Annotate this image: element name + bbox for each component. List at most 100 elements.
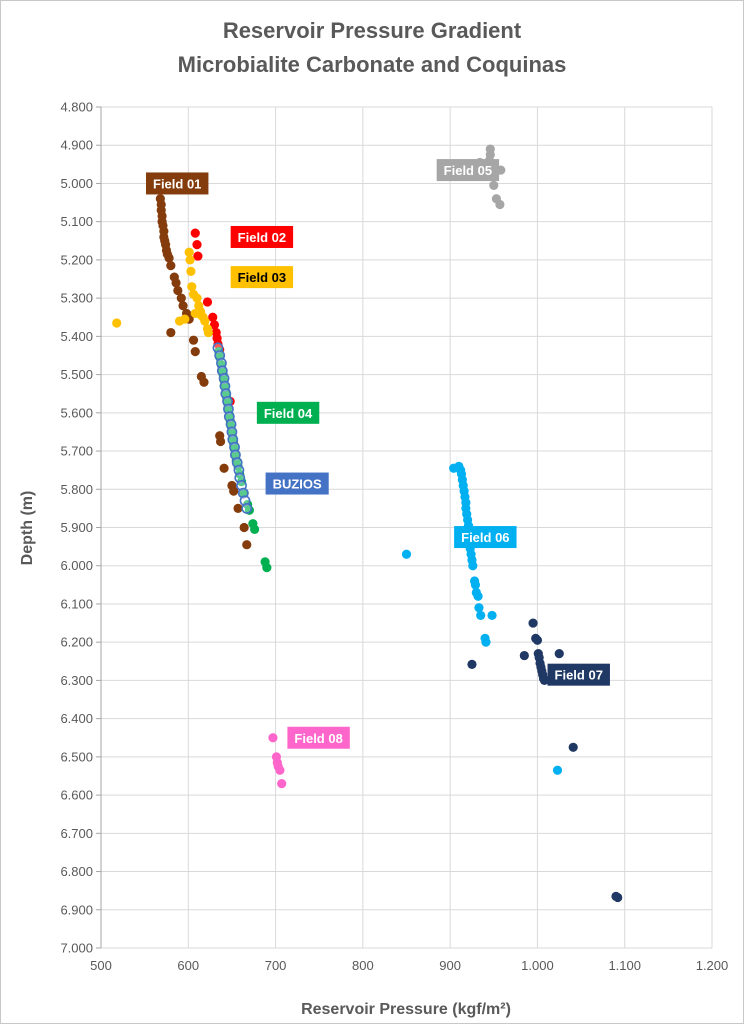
data-point (476, 610, 486, 621)
y-tick-label: 5.500 (60, 367, 93, 382)
x-tick-label: 1.100 (608, 958, 641, 973)
y-tick-label: 6.000 (60, 558, 93, 573)
data-point (568, 742, 578, 752)
y-tick-label: 6.700 (60, 826, 93, 841)
data-point (519, 650, 529, 661)
series-label: Field 07 (547, 663, 610, 686)
y-tick-label: 7.000 (60, 941, 93, 956)
y-tick-label: 5.300 (60, 291, 93, 306)
data-point (188, 335, 199, 345)
data-point (190, 228, 200, 238)
series-label-box (265, 472, 329, 495)
data-point (250, 524, 260, 535)
data-point (229, 486, 239, 496)
data-point (184, 247, 194, 257)
series-label-box (454, 526, 517, 549)
series-label-box (287, 726, 350, 749)
y-tick-label: 6.800 (60, 864, 93, 879)
data-point (193, 251, 203, 261)
y-tick-label: 5.100 (60, 214, 93, 229)
y-tick-label: 6.600 (60, 788, 93, 803)
series-label-box (230, 266, 294, 289)
data-point (277, 779, 287, 789)
series-label: Field 08 (287, 726, 350, 749)
y-tick-label: 5.200 (60, 252, 93, 267)
data-point (203, 327, 213, 338)
data-point (215, 436, 226, 447)
series-label-box (256, 401, 320, 424)
data-point (209, 320, 220, 330)
series-label-text: Field 03 (238, 270, 286, 285)
series-label: Field 01 (146, 172, 209, 195)
data-point (216, 357, 227, 369)
chart-subtitle: Microbialite Carbonate and Coquinas (177, 52, 567, 77)
y-tick-label: 6.200 (60, 635, 93, 650)
data-point (613, 892, 623, 903)
x-axis-title: Reservoir Pressure (kgf/m²) (301, 1001, 511, 1018)
data-point (481, 637, 491, 647)
data-point (192, 240, 202, 250)
y-tick-label: 5.600 (60, 405, 93, 420)
y-tick-label: 5.900 (60, 520, 93, 535)
series-label-box (230, 225, 294, 248)
series-labels: Field 01 Field 02 Field 03 Field 04 BUZIOS Fi… (146, 159, 610, 749)
x-tick-label: 900 (439, 958, 461, 973)
series-label: Field 04 (256, 401, 320, 424)
series-label: Field 06 (454, 526, 517, 549)
data-point (219, 463, 229, 473)
data-point (200, 316, 210, 326)
series-label-text: Field 05 (444, 163, 492, 178)
data-point (401, 549, 412, 559)
y-tick-label: 6.300 (60, 673, 93, 688)
series-label-text: Field 07 (555, 668, 603, 683)
data-point (242, 540, 252, 550)
data-point (473, 591, 483, 601)
data-point (166, 261, 176, 271)
data-point (186, 266, 196, 276)
data-point (539, 675, 550, 686)
data-point (208, 312, 218, 322)
series-label-text: BUZIOS (273, 477, 322, 492)
data-point (219, 380, 231, 392)
series-label-text: Field 06 (461, 530, 509, 545)
series-label-box (436, 159, 500, 182)
data-point (467, 659, 477, 669)
series-label: BUZIOS (265, 472, 329, 495)
data-point (554, 649, 564, 659)
data-point (275, 765, 285, 775)
data-point (233, 503, 243, 513)
x-tick-label: 600 (177, 958, 199, 973)
y-tick-label: 5.400 (60, 329, 93, 344)
data-point (552, 765, 563, 775)
series-label: Field 05 (436, 159, 500, 182)
y-tick-label: 5.800 (60, 482, 93, 497)
y-tick-label: 4.800 (60, 100, 93, 115)
data-point (223, 403, 234, 415)
y-tick-label: 4.900 (60, 138, 93, 153)
data-point (495, 199, 505, 210)
data-point (222, 395, 233, 407)
data-point (229, 441, 240, 453)
series-label-text: Field 04 (264, 406, 313, 421)
data-point (233, 464, 245, 476)
data-point (474, 603, 484, 613)
series-label-text: Field 02 (238, 230, 286, 245)
data-point (262, 563, 272, 573)
data-point (225, 418, 237, 430)
data-point (532, 635, 543, 645)
data-point (241, 502, 253, 514)
series-label: Field 02 (230, 225, 294, 248)
data-points (112, 144, 623, 903)
data-point (185, 255, 195, 265)
data-point (166, 327, 176, 338)
data-point (489, 180, 499, 190)
data-point (192, 293, 202, 303)
data-point (176, 293, 186, 303)
data-point (268, 733, 278, 743)
x-tick-label: 1.200 (696, 958, 729, 973)
y-tick-label: 5.700 (60, 444, 93, 459)
y-tick-label: 6.900 (60, 902, 93, 917)
data-point (190, 308, 200, 319)
